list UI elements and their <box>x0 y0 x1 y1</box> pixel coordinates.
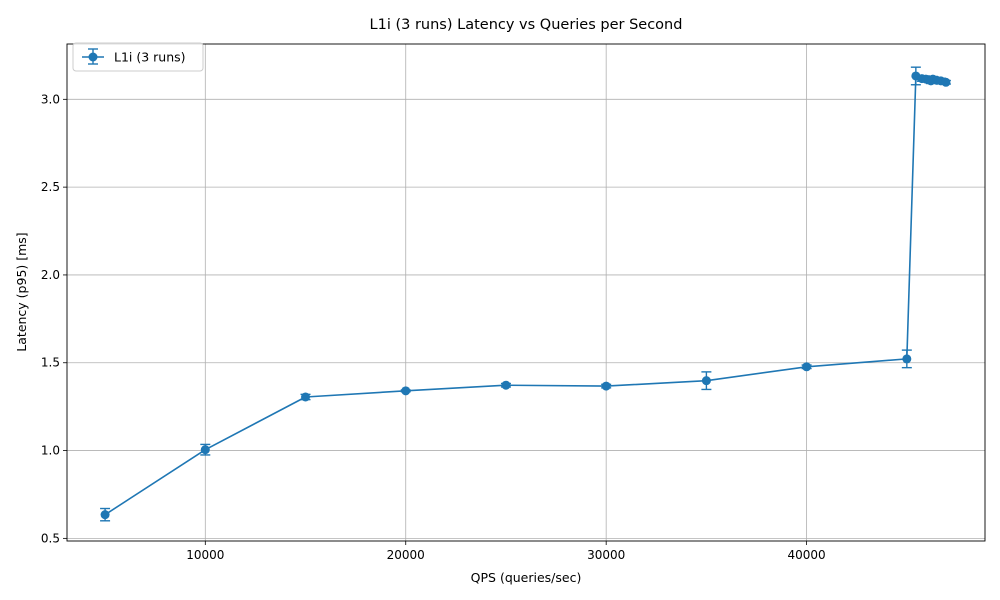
legend-label: L1i (3 runs) <box>114 50 186 65</box>
data-point <box>701 376 711 386</box>
chart-title: L1i (3 runs) Latency vs Queries per Seco… <box>370 17 683 33</box>
x-tick-label: 20000 <box>387 548 425 562</box>
y-tick-label: 1.0 <box>41 444 60 458</box>
data-point <box>902 354 912 364</box>
grid <box>67 44 985 541</box>
y-tick-label: 1.5 <box>41 356 60 370</box>
plot-area <box>67 44 985 541</box>
y-axis-label: Latency (p95) [ms] <box>14 232 29 351</box>
data-point <box>301 392 311 402</box>
y-tick-label: 2.5 <box>41 180 60 194</box>
plot-frame <box>66 43 986 542</box>
data-point <box>802 362 812 372</box>
x-tick-label: 40000 <box>788 548 826 562</box>
x-tick-label: 30000 <box>587 548 625 562</box>
y-tick-label: 3.0 <box>41 92 60 106</box>
y-tick-label: 0.5 <box>41 531 60 545</box>
legend: L1i (3 runs) <box>72 42 204 72</box>
series-layer <box>100 66 951 522</box>
x-tick-label: 10000 <box>186 548 224 562</box>
legend-box <box>72 42 204 72</box>
legend-marker <box>88 52 98 62</box>
x-axis-label: QPS (queries/sec) <box>471 570 582 585</box>
data-point <box>601 381 611 391</box>
data-point <box>941 77 951 87</box>
data-point <box>100 510 110 520</box>
data-point <box>200 445 210 455</box>
data-point <box>401 386 411 396</box>
y-axis: 0.5 1.0 1.5 2.0 2.5 3.0 <box>41 92 67 545</box>
data-point <box>501 380 511 390</box>
y-tick-label: 2.0 <box>41 268 60 282</box>
x-axis: 10000 20000 30000 40000 <box>186 541 826 562</box>
